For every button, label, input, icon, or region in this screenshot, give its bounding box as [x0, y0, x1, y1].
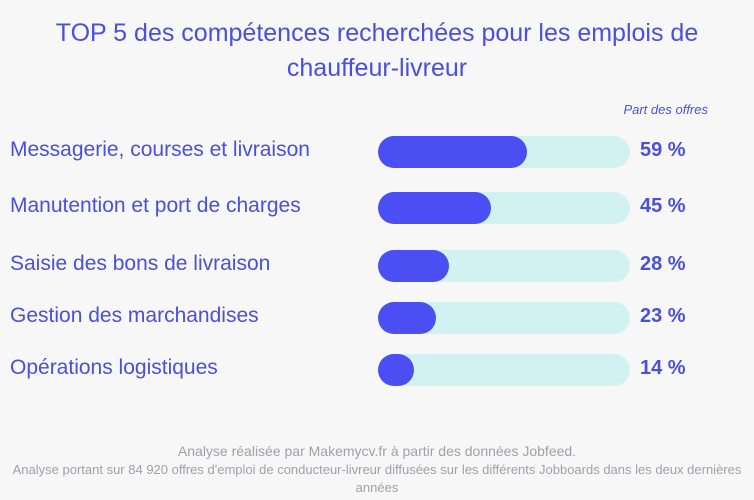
column-header: Part des offres — [623, 102, 708, 117]
bar-row: Messagerie, courses et livraison 59 % — [0, 134, 754, 174]
bar-label: Messagerie, courses et livraison — [10, 138, 310, 161]
bar-track — [378, 354, 630, 386]
bar-label: Opérations logistiques — [10, 356, 218, 379]
bar-track — [378, 192, 630, 224]
bar-fill — [378, 192, 492, 224]
bar-track — [378, 250, 630, 282]
bar-row: Saisie des bons de livraison 28 % — [0, 248, 754, 288]
bar-track — [378, 136, 630, 168]
footer: Analyse réalisée par Makemycv.fr à parti… — [0, 442, 754, 497]
bar-row: Gestion des marchandises 23 % — [0, 300, 754, 340]
bar-value-label: 28 % — [640, 253, 686, 275]
bar-fill — [378, 250, 449, 282]
bar-label: Manutention et port de charges — [10, 194, 301, 217]
bar-label: Gestion des marchandises — [10, 304, 259, 327]
footer-scope: Analyse portant sur 84 920 offres d'empl… — [12, 462, 742, 495]
chart-title: TOP 5 des compétences recherchées pour l… — [55, 19, 699, 82]
bar-value-label: 59 % — [640, 139, 686, 161]
bar-fill — [378, 302, 436, 334]
bar-label: Saisie des bons de livraison — [10, 252, 271, 275]
bar-row: Opérations logistiques 14 % — [0, 352, 754, 392]
bar-value-label: 14 % — [640, 357, 686, 379]
bar-fill — [378, 136, 527, 168]
bar-track — [378, 302, 630, 334]
bar-value-label: 23 % — [640, 305, 686, 327]
footer-source: Analyse réalisée par Makemycv.fr à parti… — [177, 443, 577, 459]
bar-fill — [378, 354, 414, 386]
bar-row: Manutention et port de charges 45 % — [0, 190, 754, 230]
bar-value-label: 45 % — [640, 195, 686, 217]
